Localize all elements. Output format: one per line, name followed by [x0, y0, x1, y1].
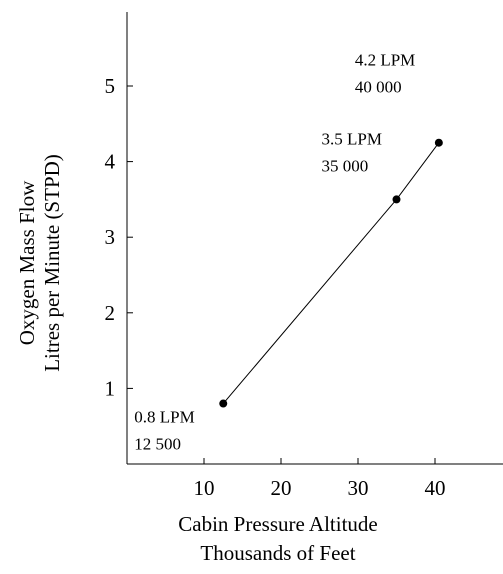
y-tick-label: 4 [105, 150, 116, 174]
x-tick-label: 30 [348, 476, 369, 500]
point-label: 0.8 LPM [134, 408, 194, 427]
data-point [219, 399, 228, 408]
point-label: 40 000 [355, 78, 402, 97]
point-label: 35 000 [322, 156, 369, 175]
point-label: 3.5 LPM [322, 129, 382, 148]
series-line [222, 142, 440, 404]
x-axis-title-line-2: Thousands of Feet [200, 541, 355, 565]
y-axis-title: Oxygen Mass Flow Litres per Minute (STPD… [15, 154, 64, 372]
y-axis-title-line-2: Litres per Minute (STPD) [40, 154, 64, 372]
data-point [434, 138, 443, 147]
annotations: 0.8 LPM 12 500 3.5 LPM 35 000 4.2 LPM 40 000 [134, 51, 415, 454]
y-tick-label: 1 [105, 376, 116, 400]
x-tick-label: 20 [271, 476, 292, 500]
y-tick-label: 2 [105, 301, 116, 325]
y-axis-title-line-1: Oxygen Mass Flow [15, 180, 39, 345]
y-tick-label: 3 [105, 225, 116, 249]
data-point [392, 195, 401, 204]
x-tick-label: 40 [425, 476, 446, 500]
x-axis-title-line-1: Cabin Pressure Altitude [178, 512, 377, 536]
y-ticks: 1 2 3 4 5 [105, 74, 133, 400]
x-ticks: 10 20 30 40 [194, 458, 446, 500]
x-tick-label: 10 [194, 476, 215, 500]
point-label: 4.2 LPM [355, 51, 415, 70]
y-tick-label: 5 [105, 74, 116, 98]
point-label: 12 500 [134, 435, 181, 454]
series [219, 138, 443, 408]
